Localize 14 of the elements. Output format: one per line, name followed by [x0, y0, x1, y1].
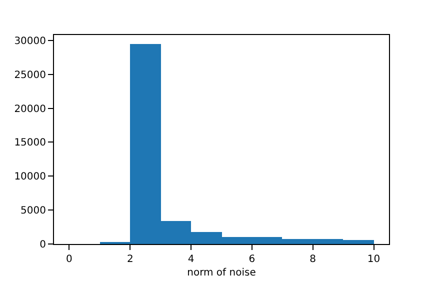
y-tick-label: 25000: [14, 70, 46, 81]
y-tick-label: 30000: [14, 36, 46, 47]
x-tick-label: 4: [188, 254, 194, 265]
y-tick-label: 20000: [14, 104, 46, 115]
x-tick-label: 2: [126, 254, 134, 265]
x-tick-label: 6: [248, 254, 256, 265]
x-tick-label: 10: [367, 254, 380, 265]
y-tick-label: 0: [40, 240, 46, 250]
y-tick-label: 5000: [20, 206, 46, 217]
x-tick-label: 8: [310, 254, 316, 265]
y-tick-label: 10000: [14, 172, 46, 183]
y-tick-label: 15000: [14, 138, 46, 149]
x-tick-label: 0: [66, 254, 72, 265]
x-axis-title: norm of noise: [187, 268, 256, 278]
